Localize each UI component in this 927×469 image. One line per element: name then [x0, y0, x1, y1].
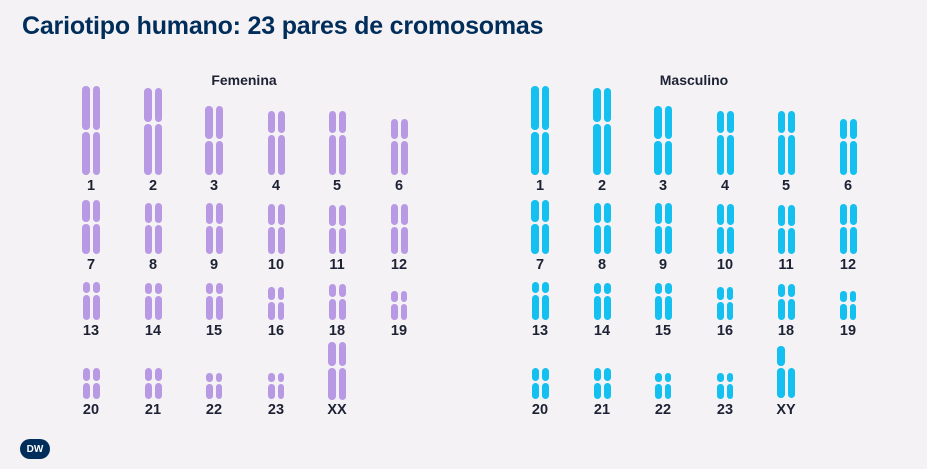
- female-label-6: 6: [394, 178, 404, 194]
- male-label-8: 8: [597, 257, 607, 273]
- female-label-15: 15: [205, 323, 223, 339]
- female-chromosome-13: [82, 282, 100, 320]
- male-chromosome-11: [777, 205, 795, 254]
- male-label-20: 20: [531, 402, 549, 418]
- female-label-9: 9: [209, 257, 219, 273]
- female-label-22: 22: [205, 402, 223, 418]
- female-label-19: 19: [390, 323, 408, 339]
- dw-logo: DW: [20, 439, 50, 459]
- female-label-4: 4: [271, 178, 281, 194]
- female-label-8: 8: [148, 257, 158, 273]
- female-chromosome-21: [144, 368, 162, 399]
- female-label-12: 12: [390, 257, 408, 273]
- male-label-15: 15: [654, 323, 672, 339]
- male-chromosome-xy: [777, 342, 795, 400]
- male-chromosome-10: [716, 204, 734, 254]
- male-label-9: 9: [658, 257, 668, 273]
- female-chromosome-12: [390, 204, 408, 254]
- female-label-18: 18: [328, 323, 346, 339]
- male-label-5: 5: [781, 178, 791, 194]
- male-panel-title: Masculino: [659, 72, 729, 88]
- male-chromosome-22: [655, 373, 671, 399]
- male-label-1: 1: [535, 178, 545, 194]
- female-label-5: 5: [332, 178, 342, 194]
- female-label-7: 7: [86, 257, 96, 273]
- male-chromosome-3: [654, 106, 672, 175]
- female-chromosome-19: [391, 291, 407, 320]
- male-label-12: 12: [839, 257, 857, 273]
- male-label-19: 19: [839, 323, 857, 339]
- male-chromosome-19: [840, 291, 856, 320]
- female-chromosome-11: [328, 205, 346, 254]
- female-label-16: 16: [267, 323, 285, 339]
- female-chromosome-23: [268, 373, 284, 399]
- male-label-6: 6: [843, 178, 853, 194]
- male-label-2: 2: [597, 178, 607, 194]
- female-label-xx: XX: [327, 402, 347, 418]
- female-chromosome-15: [205, 283, 223, 320]
- female-chromosome-xx: [328, 342, 346, 400]
- female-label-20: 20: [82, 402, 100, 418]
- male-label-11: 11: [778, 257, 794, 273]
- male-label-10: 10: [716, 257, 734, 273]
- male-chromosome-4: [716, 111, 734, 175]
- male-label-3: 3: [658, 178, 668, 194]
- female-chromosome-22: [206, 373, 222, 399]
- male-chromosome-14: [593, 283, 611, 320]
- male-chromosome-8: [593, 203, 611, 254]
- male-chromosome-18: [777, 284, 795, 320]
- female-chromosome-4: [267, 111, 285, 175]
- male-chromosome-6: [839, 119, 857, 175]
- female-chromosome-10: [267, 204, 285, 254]
- male-label-xy: XY: [776, 402, 796, 418]
- female-chromosome-18: [328, 284, 346, 320]
- male-chromosome-7: [531, 200, 549, 254]
- male-chromosome-13: [531, 282, 549, 320]
- page-title: Cariotipo humano: 23 pares de cromosomas: [22, 12, 544, 40]
- female-chromosome-16: [268, 287, 284, 320]
- female-label-10: 10: [267, 257, 285, 273]
- male-label-4: 4: [720, 178, 730, 194]
- male-chromosome-16: [717, 287, 733, 320]
- female-label-13: 13: [82, 323, 100, 339]
- female-chromosome-20: [82, 368, 100, 399]
- male-label-22: 22: [654, 402, 672, 418]
- female-chromosome-3: [205, 106, 223, 175]
- male-chromosome-12: [839, 204, 857, 254]
- female-chromosome-14: [144, 283, 162, 320]
- female-label-2: 2: [148, 178, 158, 194]
- female-chromosome-9: [205, 203, 223, 254]
- male-chromosome-21: [593, 368, 611, 399]
- male-chromosome-2: [593, 88, 611, 175]
- male-chromosome-23: [717, 373, 733, 399]
- male-chromosome-1: [531, 86, 549, 175]
- female-chromosome-2: [144, 88, 162, 175]
- female-label-14: 14: [144, 323, 162, 339]
- female-label-23: 23: [267, 402, 285, 418]
- male-chromosome-20: [531, 368, 549, 399]
- male-chromosome-15: [654, 283, 672, 320]
- male-label-18: 18: [777, 323, 795, 339]
- male-label-13: 13: [531, 323, 549, 339]
- female-label-11: 11: [329, 257, 345, 273]
- female-panel-title: Femenina: [211, 72, 277, 88]
- male-chromosome-9: [654, 203, 672, 254]
- female-label-1: 1: [86, 178, 96, 194]
- male-label-7: 7: [535, 257, 545, 273]
- male-label-23: 23: [716, 402, 734, 418]
- female-chromosome-6: [390, 119, 408, 175]
- female-chromosome-8: [144, 203, 162, 254]
- female-chromosome-5: [328, 111, 346, 175]
- male-chromosome-5: [777, 111, 795, 175]
- female-chromosome-1: [82, 86, 100, 175]
- male-label-16: 16: [716, 323, 734, 339]
- female-chromosome-7: [82, 200, 100, 254]
- male-label-21: 21: [593, 402, 611, 418]
- female-label-21: 21: [144, 402, 162, 418]
- male-label-14: 14: [593, 323, 611, 339]
- female-label-3: 3: [209, 178, 219, 194]
